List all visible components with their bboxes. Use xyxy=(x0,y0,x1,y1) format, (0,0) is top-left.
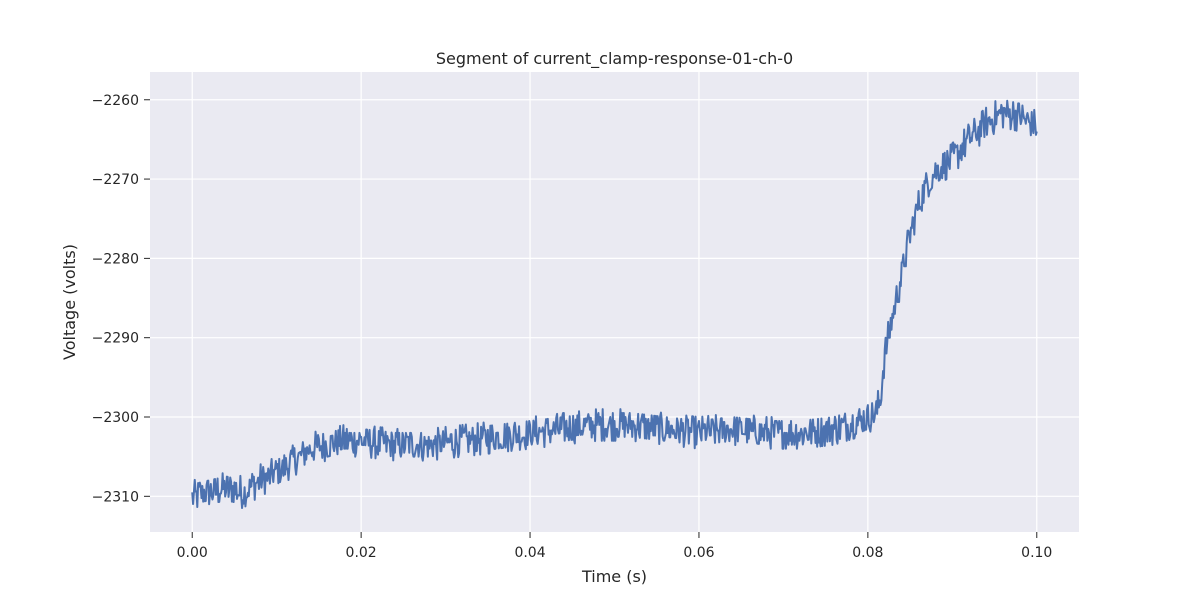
x-tick-label: 0.10 xyxy=(1021,545,1052,561)
y-tick-label: −2300 xyxy=(92,410,139,426)
x-tick-label: 0.06 xyxy=(683,545,714,561)
x-tick-label: 0.02 xyxy=(346,545,377,561)
x-axis-label: Time (s) xyxy=(581,567,647,586)
series-line xyxy=(191,99,1038,510)
x-axis-ticks: 0.00 0.02 0.04 0.06 0.08 0.10 xyxy=(177,532,1052,561)
y-tick-label: −2260 xyxy=(92,93,139,109)
y-tick-label: −2310 xyxy=(92,489,139,505)
chart-title: Segment of current_clamp-response-01-ch-… xyxy=(436,49,793,69)
x-tick-label: 0.08 xyxy=(852,545,883,561)
x-tick-label: 0.04 xyxy=(514,545,545,561)
grid-lines xyxy=(150,72,1079,532)
y-axis-label: Voltage (volts) xyxy=(60,244,79,360)
y-tick-label: −2270 xyxy=(92,172,139,188)
x-tick-label: 0.00 xyxy=(177,545,208,561)
y-tick-label: −2290 xyxy=(92,331,139,347)
y-tick-label: −2280 xyxy=(92,251,139,267)
y-axis-ticks: −2260 −2270 −2280 −2290 −2300 −2310 xyxy=(92,93,150,505)
